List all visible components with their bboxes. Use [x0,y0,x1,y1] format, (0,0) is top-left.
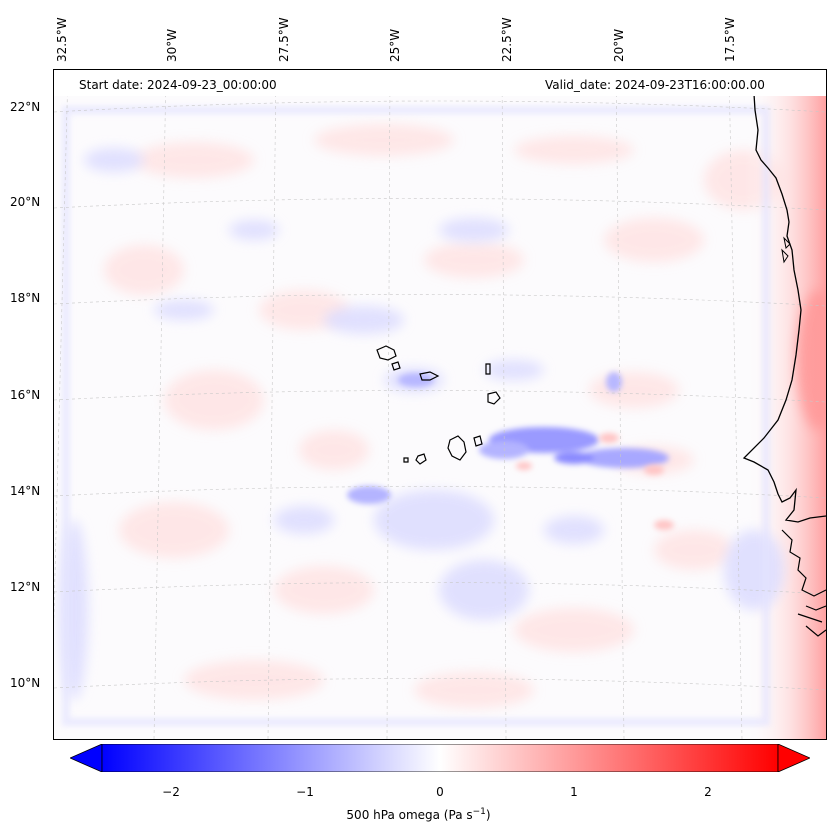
lon-label-30w: 30°W [165,28,179,62]
graticule [54,70,826,739]
lat-label-22n: 22°N [10,100,41,114]
cape-verde-islands [376,345,501,465]
colorbar-tick-minus-2: −2 [162,785,180,799]
lon-label-20w: 20°W [612,28,626,62]
omega-field [54,70,826,739]
colorbar-max-extend [777,744,810,772]
colorbar-tick-0: 0 [436,785,444,799]
colorbar-tick-1: 1 [570,785,578,799]
negative-omega-areas [60,148,784,700]
valid-date-label: Valid_date: 2024-09-23T16:00:00.00 [545,78,765,92]
map-panel [53,69,827,740]
lat-label-16n: 16°N [10,388,41,402]
lat-label-20n: 20°N [10,195,41,209]
lon-label-27-5w: 27.5°W [277,17,291,62]
lat-label-12n: 12°N [10,580,41,594]
colorbar-tick-2: 2 [704,785,712,799]
lon-label-25w: 25°W [388,28,402,62]
band-red-specks [516,433,674,530]
lat-label-14n: 14°N [10,484,41,498]
colorbar-tick-minus-1: −1 [296,785,314,799]
start-date-label: Start date: 2024-09-23_00:00:00 [79,78,277,92]
lon-label-22-5w: 22.5°W [500,17,514,62]
colorbar-gradient [101,744,779,772]
header-band [54,70,826,96]
lon-label-32-5w: 32.5°W [55,17,69,62]
lat-label-18n: 18°N [10,291,41,305]
lon-label-17-5w: 17.5°W [723,17,737,62]
colorbar [70,744,810,772]
colorbar-min-extend [70,744,103,772]
coastline-africa [742,93,826,523]
colorbar-label: 500 hPa omega (Pa s−1) [346,807,491,822]
lat-label-10n: 10°N [10,676,41,690]
